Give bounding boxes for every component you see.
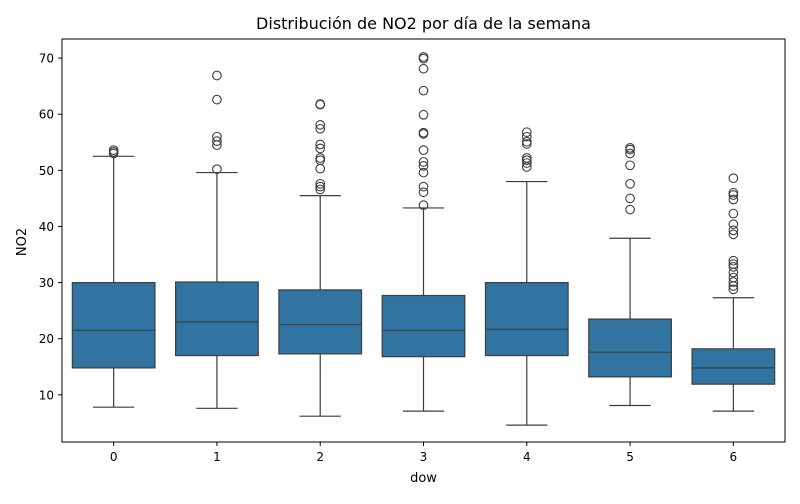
outlier-point [521,139,532,149]
outlier-point [315,181,326,192]
outlier-point [212,131,222,142]
box-1 [175,281,259,357]
y-axis-label: NO2 [15,228,30,256]
outlier-point [728,194,739,205]
outlier-point [521,127,532,138]
x-tick-label: 6 [730,450,738,464]
y-tick-label: 30 [39,276,54,290]
x-tick-label: 4 [523,450,531,464]
outlier-point [315,123,326,134]
outlier-point [625,193,635,204]
outlier-point [418,52,429,62]
outlier-point [418,160,429,171]
outlier-point [625,204,635,215]
x-tick-label: 3 [420,450,428,464]
y-tick-label: 50 [39,164,54,178]
axes-frame [61,38,786,443]
x-tick-label: 2 [316,450,324,464]
box-0 [71,281,156,369]
outlier-point [418,127,429,138]
outlier-point [315,153,326,163]
outlier-point [315,155,326,166]
outlier-point [315,120,326,130]
outlier-point [418,181,429,192]
outlier-point [521,136,532,147]
x-tick-label: 0 [110,450,118,464]
outlier-point [728,173,739,184]
outlier-point [728,229,739,240]
outlier-point [521,155,532,166]
outlier-point [315,178,326,189]
x-axis-label: dow [410,471,437,486]
outlier-point [728,255,739,266]
outlier-point [418,187,429,198]
outlier-point [418,200,429,210]
outlier-point [728,187,739,198]
outlier-point [728,277,739,287]
outlier-point [521,158,532,168]
outlier-point [418,85,429,96]
box-3 [381,294,466,358]
outlier-point [625,160,635,171]
outlier-point [728,259,739,269]
x-tick-label: 5 [626,450,634,464]
outlier-point [728,219,739,230]
y-tick-label: 10 [39,388,54,402]
outlier-point [212,164,222,175]
outlier-point [728,262,739,272]
outlier-point [212,136,222,147]
outlier-point [315,143,326,154]
chart-title: Distribución de NO2 por día de la semana [256,14,591,33]
box-5 [588,318,672,378]
outlier-point [418,145,429,155]
outlier-point [315,139,326,150]
outlier-point [418,109,429,120]
outlier-point [315,184,326,195]
outlier-point [315,99,326,109]
outlier-point [418,167,429,178]
box-4 [484,281,569,357]
y-tick-label: 40 [39,220,54,234]
y-tick-label: 20 [39,332,54,346]
plot-area: 10 20 30 40 50 60 70 0 1 2 3 4 5 6 [39,38,786,464]
outlier-point [521,153,532,163]
box-6 [691,348,776,385]
outlier-point [418,157,429,167]
outlier-point [728,225,739,236]
y-tick-label: 60 [39,108,54,122]
outlier-point [728,208,739,219]
outlier-point [625,148,635,159]
outlier-point [625,143,635,153]
outlier-point [212,94,222,105]
x-tick-label: 1 [213,450,221,464]
outlier-point [418,63,429,74]
outlier-point [728,284,739,295]
outlier-point [728,272,739,283]
outlier-point [108,145,119,155]
y-tick-label: 70 [39,52,54,66]
outlier-point [212,70,222,81]
outlier-point [728,190,739,200]
outlier-point [625,178,635,189]
box-2 [278,289,363,355]
outlier-point [521,131,532,142]
